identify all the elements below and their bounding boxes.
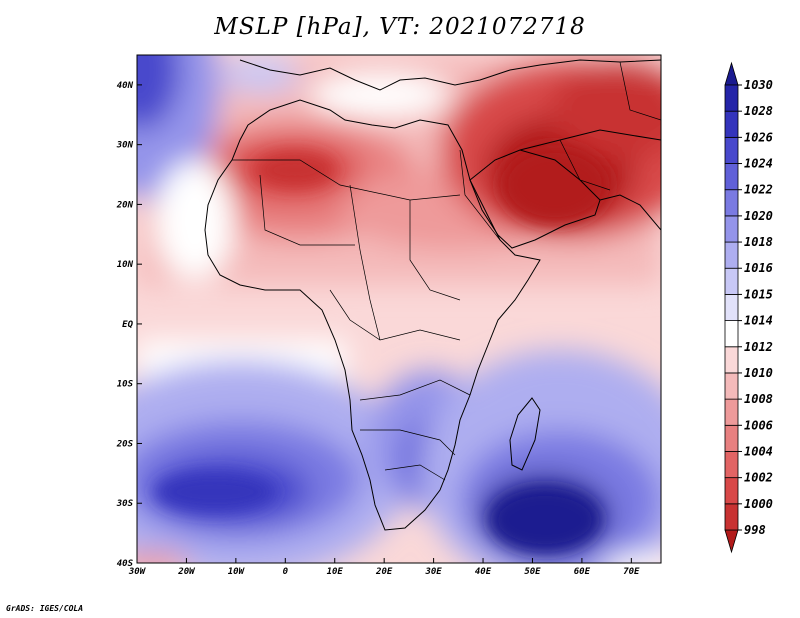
colorbar-cell [724,215,739,243]
lon-tick-label: 40E [475,567,492,577]
colorbar-cell [724,398,739,426]
lon-tick-label: 50E [524,567,541,577]
colorbar-level-label: 1006 [744,418,773,432]
colorbar-cell [724,267,739,295]
lat-tick-label: 10N [117,260,134,270]
colorbar-level-label: 1024 [744,157,773,171]
lon-tick-label: 0 [283,567,289,577]
lat-tick-label: 20S [116,439,134,449]
colorbar-cell [724,320,739,348]
latitude-tick-labels: 40S 30S 20S 10S EQ 10N 20N 30N 40N [116,81,134,569]
colorbar-cell [724,503,739,531]
lon-tick-label: 30E [424,567,442,577]
colorbar-level-label: 1012 [744,340,773,354]
colorbar-cell [724,294,739,321]
colorbar-level-label: 1015 [744,287,773,301]
colorbar-level-label: 1014 [744,314,773,328]
colorbar-level-label: 1026 [744,130,773,144]
colorbar-cell [724,372,739,400]
colorbar-cell [724,163,739,191]
lon-tick-label: 60E [574,567,591,577]
lon-tick-label: 20E [375,567,393,577]
lon-tick-label: 30W [128,567,147,577]
colorbar-level-label: 1022 [744,183,773,197]
colorbar-level-label: 1020 [744,209,773,223]
lon-tick-label: 20W [177,567,196,577]
colorbar-cell [724,477,739,505]
colorbar-level-label: 1030 [744,78,773,92]
country-borders [232,61,661,481]
colorbar-top-arrow [724,61,739,86]
colorbar-cell [724,189,739,217]
colorbar-level-label: 1008 [744,392,773,406]
colorbar-cell [724,84,739,112]
lat-tick-label: EQ [122,320,133,330]
colorbar-cell [724,424,739,452]
lon-tick-label: 10E [327,567,344,577]
lat-tick-label: 20N [116,200,134,210]
chart-title: MSLP [hPa], VT: 2021072718 [214,14,586,40]
axis-ticks [136,84,632,564]
colorbar-cell [724,136,739,164]
colorbar-level-label: 1016 [744,261,773,275]
lat-tick-label: 30N [116,141,134,151]
colorbar-level-label: 1004 [744,444,773,458]
lon-tick-label: 70E [623,567,640,577]
longitude-tick-labels: 30W 20W 10W 0 10E 20E 30E 40E 50E 60E 70E [128,567,640,577]
lat-tick-label: 40N [117,81,134,91]
colorbar-level-label: 1000 [744,497,773,511]
coastlines [204,59,661,531]
footer-credit: GrADS: IGES/COLA [6,604,84,613]
colorbar-level-label: 998 [744,523,766,537]
colorbar-cell [724,110,739,138]
colorbar-cell [724,241,739,269]
colorbar-level-label: 1010 [744,366,773,380]
lon-tick-label: 10W [228,567,246,577]
colorbar [724,61,742,554]
map-frame [136,54,662,564]
colorbar-level-label: 1028 [744,104,773,118]
colorbar-cell [724,346,739,374]
colorbar-cell [724,451,739,479]
colorbar-level-label: 1018 [744,235,773,249]
pressure-field [137,55,661,563]
colorbar-bottom-arrow [724,529,739,554]
lat-tick-label: 40S [117,559,134,569]
colorbar-labels: 998 1000 1002 1004 1006 1008 1010 1012 1014 1015 1… [744,78,773,537]
colorbar-level-label: 1002 [744,471,773,485]
lat-tick-label: 10S [117,380,134,390]
lat-tick-label: 30S [116,499,134,509]
